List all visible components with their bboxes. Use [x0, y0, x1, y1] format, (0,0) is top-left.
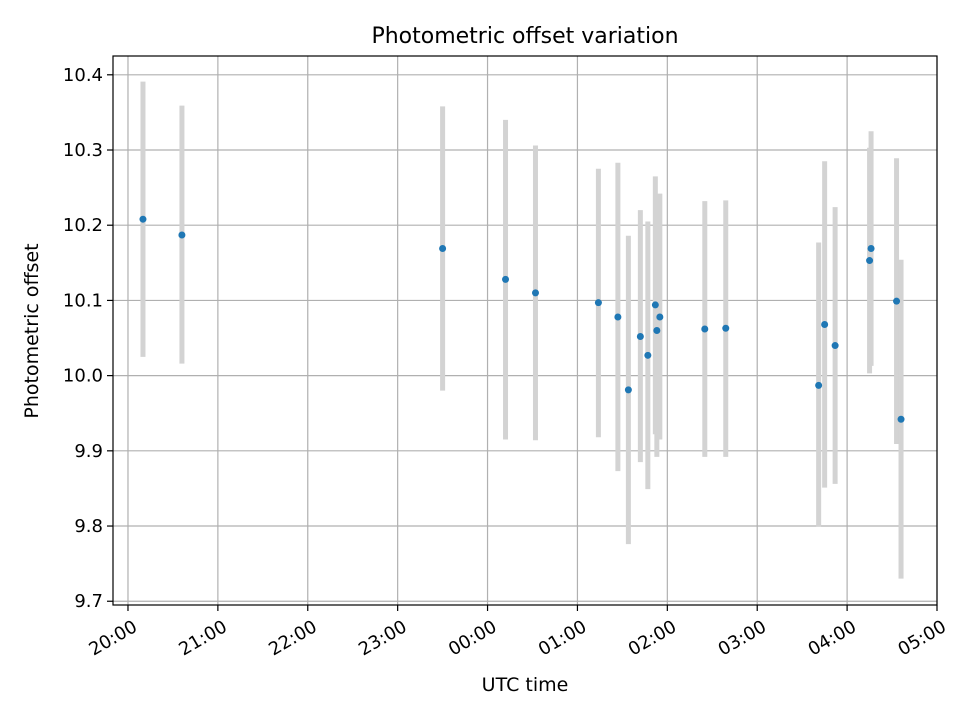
- data-point: [701, 325, 709, 333]
- data-point: [893, 297, 901, 305]
- data-point: [594, 299, 602, 307]
- data-point: [614, 313, 622, 321]
- y-tick-label: 10.4: [63, 65, 103, 86]
- data-point: [815, 381, 823, 389]
- data-point: [502, 275, 510, 283]
- y-tick-label: 10.1: [63, 290, 103, 311]
- chart-title: Photometric offset variation: [371, 24, 678, 49]
- y-tick-label: 10.2: [63, 215, 103, 236]
- data-point: [531, 289, 539, 297]
- y-tick-label: 10.0: [63, 366, 103, 387]
- data-point: [139, 215, 147, 223]
- data-points: [139, 215, 905, 423]
- data-point: [651, 301, 659, 309]
- data-point: [831, 342, 839, 350]
- y-tick-label: 9.7: [74, 591, 103, 612]
- data-point: [821, 320, 829, 328]
- y-axis-label: Photometric offset: [21, 243, 43, 418]
- data-point: [722, 324, 730, 332]
- plot-frame: [112, 55, 938, 606]
- y-tick-label: 9.8: [74, 516, 103, 537]
- y-tick-label: 10.3: [63, 140, 103, 161]
- data-point: [867, 245, 875, 253]
- data-point: [439, 245, 447, 253]
- data-point: [178, 231, 186, 239]
- data-point: [653, 327, 661, 334]
- y-axis-ticks: 9.7 9.8 9.9 10.0 10.1 10.2 10.3 10.4: [63, 65, 113, 612]
- data-point: [644, 351, 652, 359]
- y-tick-label: 9.9: [74, 441, 103, 462]
- data-point: [897, 415, 905, 423]
- x-axis-label: UTC time: [482, 674, 569, 696]
- grid: [113, 56, 938, 605]
- data-point: [866, 257, 874, 265]
- data-point: [636, 333, 644, 341]
- data-point: [624, 386, 632, 394]
- data-point: [656, 313, 664, 321]
